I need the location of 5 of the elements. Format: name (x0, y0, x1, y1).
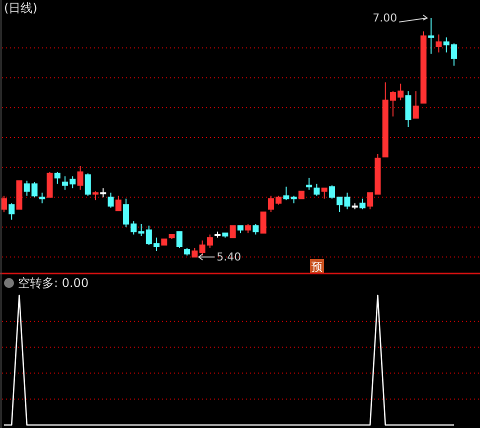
annotation: 7.00 (372, 12, 398, 24)
chart-title: (日线) (4, 1, 38, 15)
text: 预 (312, 260, 322, 274)
annotation: 5.40 (216, 250, 242, 264)
chart-title: 空转多: 0.00 (18, 276, 89, 290)
